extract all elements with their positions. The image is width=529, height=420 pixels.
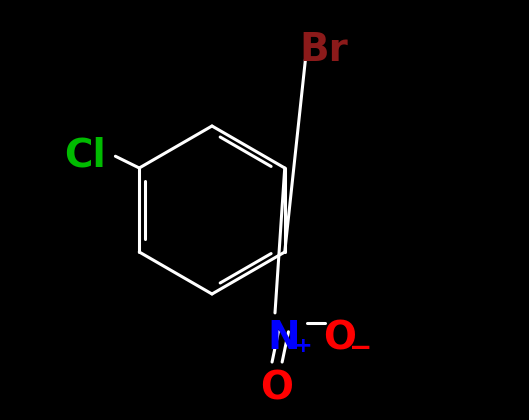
Text: O: O [324, 319, 357, 357]
Text: Br: Br [299, 32, 348, 69]
Text: N: N [267, 319, 300, 357]
Text: +: + [294, 336, 313, 357]
Text: Cl: Cl [64, 136, 106, 174]
Text: O: O [261, 370, 294, 407]
Text: −: − [349, 334, 372, 362]
